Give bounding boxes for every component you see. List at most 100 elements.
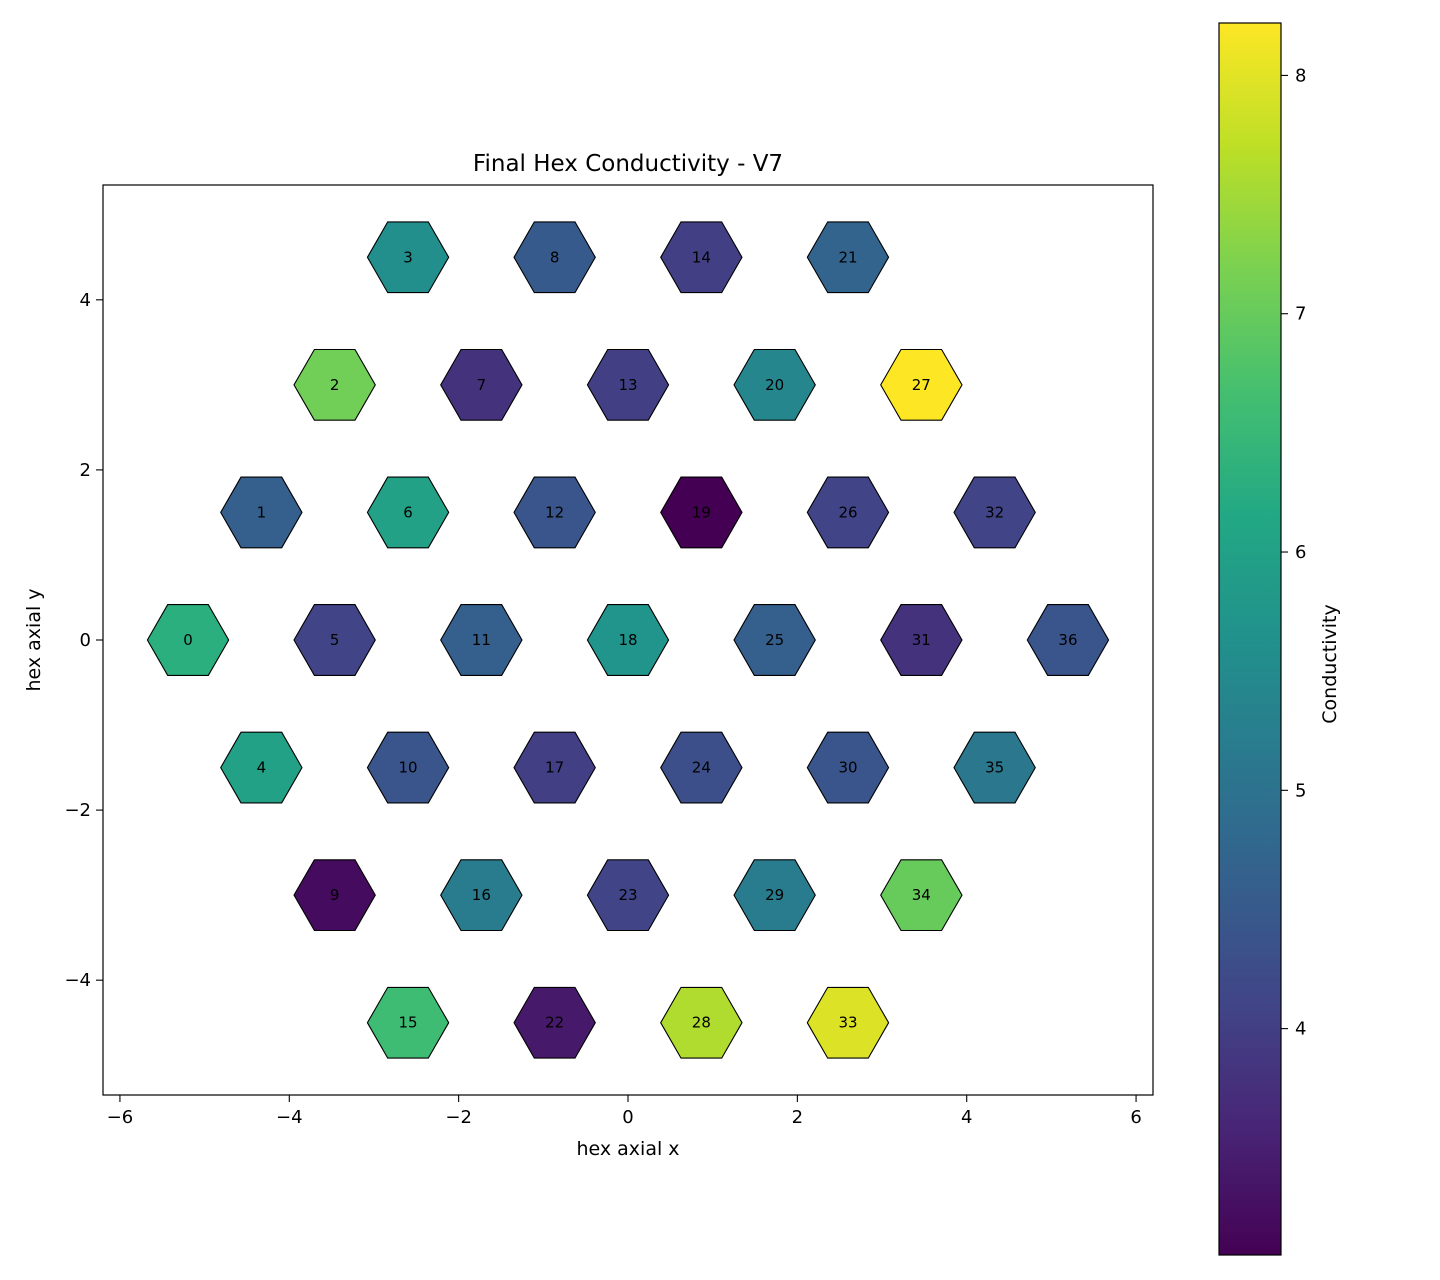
hex-cell-27 — [880, 348, 963, 421]
hex-label-22: 22 — [545, 1014, 564, 1032]
hex-label-28: 28 — [692, 1014, 711, 1032]
hex-label-14: 14 — [692, 248, 711, 266]
hex-label-26: 26 — [838, 503, 857, 521]
hex-label-33: 33 — [838, 1014, 857, 1032]
hex-cell-12 — [513, 476, 596, 549]
x-tick-label: −2 — [445, 1107, 472, 1128]
y-axis: −4 −2 0 2 4 — [64, 290, 103, 991]
hex-label-13: 13 — [618, 376, 637, 394]
hex-cell-14 — [660, 221, 743, 294]
y-axis-label: hex axial y — [23, 588, 45, 691]
hex-cell-6 — [366, 476, 450, 549]
hex-label-10: 10 — [398, 759, 417, 777]
y-tick-label: 4 — [80, 290, 91, 311]
hex-label-6: 6 — [403, 503, 413, 521]
hex-label-4: 4 — [257, 759, 267, 777]
hex-cell-24 — [660, 731, 743, 804]
hex-label-18: 18 — [618, 631, 637, 649]
hex-cell-17 — [513, 731, 596, 804]
colorbar-tick-label: 6 — [1295, 542, 1306, 563]
x-tick-label: 6 — [1130, 1107, 1141, 1128]
y-tick-label: −4 — [64, 970, 91, 991]
hex-cell-5 — [293, 604, 376, 676]
hex-cell-25 — [733, 604, 816, 676]
hex-cell-10 — [366, 731, 450, 804]
colorbar: 4 5 6 7 8 Conductivity — [1218, 22, 1341, 1256]
hex-cell-7 — [440, 348, 523, 421]
hex-cell-28 — [660, 986, 743, 1059]
hex-label-29: 29 — [765, 886, 784, 904]
hex-cell-32 — [953, 476, 1036, 549]
hex-label-3: 3 — [403, 248, 413, 266]
hex-label-31: 31 — [912, 631, 931, 649]
hex-label-25: 25 — [765, 631, 784, 649]
hex-label-2: 2 — [330, 376, 340, 394]
hex-label-7: 7 — [477, 376, 487, 394]
hex-cell-13 — [586, 348, 670, 421]
hex-label-1: 1 — [257, 503, 267, 521]
hex-label-5: 5 — [330, 631, 340, 649]
hex-cell-2 — [293, 348, 376, 421]
hex-cell-26 — [806, 476, 890, 549]
colorbar-tick-label: 7 — [1295, 304, 1306, 325]
hex-cell-31 — [880, 604, 963, 676]
hex-label-17: 17 — [545, 759, 564, 777]
hex-label-15: 15 — [398, 1014, 417, 1032]
hex-cell-18 — [586, 604, 670, 676]
colorbar-ticks: 4 5 6 7 8 — [1281, 65, 1306, 1040]
hex-cell-22 — [513, 986, 596, 1059]
hex-cell-34 — [880, 859, 963, 932]
colorbar-label: Conductivity — [1319, 604, 1341, 723]
hex-cell-29 — [733, 859, 816, 932]
x-tick-label: −4 — [276, 1107, 303, 1128]
hex-label-36: 36 — [1058, 631, 1077, 649]
hex-cell-35 — [953, 731, 1036, 804]
hex-cell-8 — [513, 221, 596, 294]
hex-cell-19 — [660, 476, 743, 549]
y-tick-label: 0 — [80, 630, 91, 651]
hex-label-21: 21 — [838, 248, 857, 266]
hex-label-8: 8 — [550, 248, 560, 266]
hex-label-9: 9 — [330, 886, 340, 904]
hex-cell-33 — [806, 986, 890, 1059]
hex-cell-1 — [220, 476, 303, 549]
hex-label-35: 35 — [985, 759, 1004, 777]
hex-label-34: 34 — [912, 886, 931, 904]
hex-label-11: 11 — [472, 631, 491, 649]
y-tick-label: 2 — [80, 460, 91, 481]
x-tick-label: −6 — [107, 1107, 134, 1128]
hex-cell-4 — [220, 731, 303, 804]
x-tick-label: 0 — [622, 1107, 633, 1128]
hex-label-20: 20 — [765, 376, 784, 394]
hex-label-32: 32 — [985, 503, 1004, 521]
hex-label-27: 27 — [912, 376, 931, 394]
hex-cell-21 — [806, 221, 890, 294]
x-axis-label: hex axial x — [576, 1138, 679, 1160]
hex-cell-30 — [806, 731, 890, 804]
hex-label-24: 24 — [692, 759, 711, 777]
x-axis: −6 −4 −2 0 2 4 6 — [107, 1095, 1142, 1128]
colorbar-gradient — [1218, 22, 1282, 1256]
hex-cell-0 — [146, 604, 230, 676]
hex-cell-9 — [293, 859, 376, 932]
hex-label-30: 30 — [838, 759, 857, 777]
chart-title: Final Hex Conductivity - V7 — [473, 151, 783, 177]
hex-label-12: 12 — [545, 503, 564, 521]
hex-cell-15 — [366, 986, 450, 1059]
hex-cell-20 — [733, 348, 816, 421]
hex-cell-36 — [1026, 604, 1110, 676]
colorbar-tick-label: 4 — [1295, 1019, 1306, 1040]
colorbar-tick-label: 5 — [1295, 780, 1306, 801]
hex-label-19: 19 — [692, 503, 711, 521]
hex-cell-16 — [440, 859, 523, 932]
x-tick-label: 4 — [961, 1107, 972, 1128]
hex-cell-23 — [586, 859, 670, 932]
hex-cell-3 — [366, 221, 450, 294]
hex-label-0: 0 — [183, 631, 193, 649]
x-tick-label: 2 — [792, 1107, 803, 1128]
hex-layer: 0123456789101112131415161718192021222324… — [146, 221, 1110, 1059]
hex-cell-11 — [440, 604, 523, 676]
colorbar-tick-label: 8 — [1295, 65, 1306, 86]
y-tick-label: −2 — [64, 800, 91, 821]
